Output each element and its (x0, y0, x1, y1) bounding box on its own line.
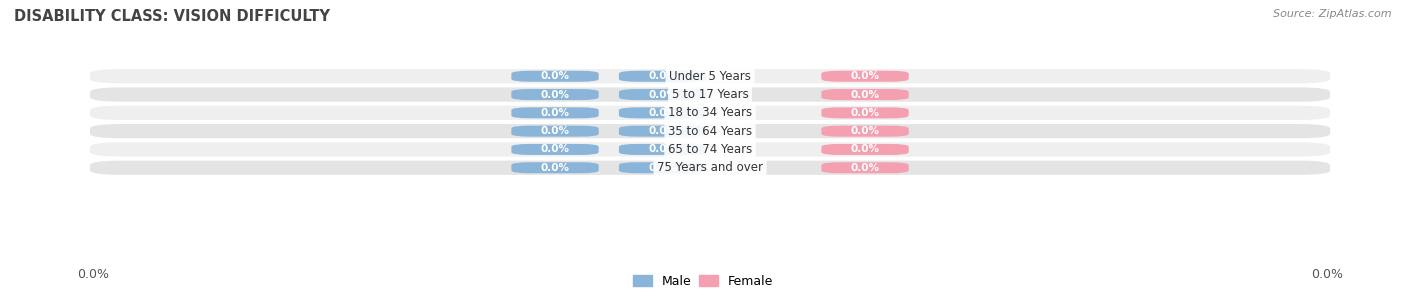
Text: 0.0%: 0.0% (1310, 268, 1343, 281)
FancyBboxPatch shape (512, 89, 599, 100)
Text: 75 Years and over: 75 Years and over (657, 161, 763, 174)
FancyBboxPatch shape (90, 69, 1330, 83)
FancyBboxPatch shape (821, 144, 908, 155)
FancyBboxPatch shape (90, 142, 1330, 156)
Text: 0.0%: 0.0% (540, 145, 569, 154)
Text: 0.0%: 0.0% (648, 145, 678, 154)
FancyBboxPatch shape (619, 126, 706, 137)
Text: 0.0%: 0.0% (77, 268, 110, 281)
FancyBboxPatch shape (821, 89, 908, 100)
Legend: Male, Female: Male, Female (628, 270, 778, 293)
FancyBboxPatch shape (90, 106, 1330, 120)
FancyBboxPatch shape (512, 162, 599, 173)
FancyBboxPatch shape (512, 126, 599, 137)
Text: 0.0%: 0.0% (851, 145, 880, 154)
Text: 0.0%: 0.0% (540, 108, 569, 118)
Text: 0.0%: 0.0% (540, 163, 569, 173)
Text: 18 to 34 Years: 18 to 34 Years (668, 106, 752, 119)
Text: 0.0%: 0.0% (540, 126, 569, 136)
Text: 5 to 17 Years: 5 to 17 Years (672, 88, 748, 101)
Text: DISABILITY CLASS: VISION DIFFICULTY: DISABILITY CLASS: VISION DIFFICULTY (14, 9, 330, 24)
Text: 0.0%: 0.0% (851, 163, 880, 173)
Text: 0.0%: 0.0% (851, 126, 880, 136)
Text: 0.0%: 0.0% (851, 108, 880, 118)
Text: 0.0%: 0.0% (648, 126, 678, 136)
FancyBboxPatch shape (512, 107, 599, 118)
FancyBboxPatch shape (619, 162, 706, 173)
Text: 0.0%: 0.0% (648, 71, 678, 81)
Text: 0.0%: 0.0% (851, 90, 880, 99)
FancyBboxPatch shape (619, 144, 706, 155)
Text: 0.0%: 0.0% (648, 108, 678, 118)
FancyBboxPatch shape (90, 88, 1330, 102)
FancyBboxPatch shape (821, 162, 908, 173)
FancyBboxPatch shape (619, 71, 706, 82)
Text: Under 5 Years: Under 5 Years (669, 70, 751, 83)
Text: Source: ZipAtlas.com: Source: ZipAtlas.com (1274, 9, 1392, 19)
FancyBboxPatch shape (821, 107, 908, 118)
FancyBboxPatch shape (90, 161, 1330, 175)
Text: 0.0%: 0.0% (540, 90, 569, 99)
FancyBboxPatch shape (821, 126, 908, 137)
Text: 65 to 74 Years: 65 to 74 Years (668, 143, 752, 156)
FancyBboxPatch shape (512, 71, 599, 82)
FancyBboxPatch shape (821, 71, 908, 82)
Text: 0.0%: 0.0% (851, 71, 880, 81)
FancyBboxPatch shape (90, 124, 1330, 138)
FancyBboxPatch shape (619, 107, 706, 118)
Text: 35 to 64 Years: 35 to 64 Years (668, 125, 752, 138)
FancyBboxPatch shape (619, 89, 706, 100)
Text: 0.0%: 0.0% (540, 71, 569, 81)
Text: 0.0%: 0.0% (648, 163, 678, 173)
FancyBboxPatch shape (512, 144, 599, 155)
Text: 0.0%: 0.0% (648, 90, 678, 99)
